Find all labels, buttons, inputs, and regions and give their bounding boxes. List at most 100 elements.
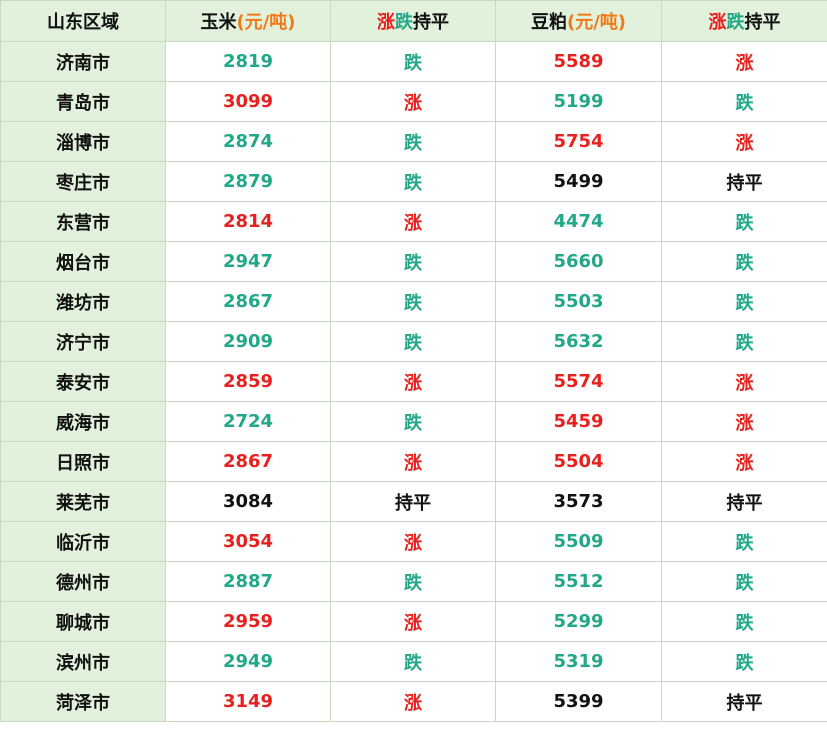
cell-corn-price: 2909 [165,321,331,362]
table-row: 菏泽市 3149 涨 5399 持平 [0,681,827,722]
header-corn-trend-up: 涨 [377,12,395,33]
cell-corn-trend: 涨 [330,81,496,122]
cell-corn-price: 2887 [165,561,331,602]
header-region-label: 山东区域 [47,12,119,33]
table-row: 潍坊市 2867 跌 5503 跌 [0,281,827,322]
table-row: 莱芜市 3084 持平 3573 持平 [0,481,827,522]
cell-meal-price: 5499 [495,161,662,202]
table-row: 烟台市 2947 跌 5660 跌 [0,241,827,282]
cell-meal-price: 5504 [495,441,662,482]
price-table: 山东区域 玉米(元/吨) 涨跌持平 豆粕(元/吨) 涨跌持平 济南市 2819 跌 5… [0,0,827,722]
cell-meal-trend: 涨 [661,121,827,162]
cell-city: 滨州市 [0,641,166,682]
cell-meal-price: 5589 [495,41,662,82]
cell-meal-price: 5509 [495,521,662,562]
table-row: 威海市 2724 跌 5459 涨 [0,401,827,442]
cell-meal-price: 4474 [495,201,662,242]
cell-meal-price: 5574 [495,361,662,402]
cell-corn-price: 2879 [165,161,331,202]
cell-meal-price: 5199 [495,81,662,122]
cell-meal-trend: 跌 [661,561,827,602]
cell-city: 济宁市 [0,321,166,362]
cell-meal-trend: 涨 [661,41,827,82]
table-row: 德州市 2887 跌 5512 跌 [0,561,827,602]
cell-corn-trend: 跌 [330,161,496,202]
cell-corn-trend: 涨 [330,601,496,642]
cell-corn-price: 3149 [165,681,331,722]
cell-city: 济南市 [0,41,166,82]
header-region: 山东区域 [0,0,166,42]
header-meal-price: 豆粕(元/吨) [495,0,662,42]
table-row: 滨州市 2949 跌 5319 跌 [0,641,827,682]
table-row: 枣庄市 2879 跌 5499 持平 [0,161,827,202]
cell-city: 日照市 [0,441,166,482]
cell-corn-trend: 涨 [330,521,496,562]
cell-corn-trend: 涨 [330,441,496,482]
cell-corn-trend: 跌 [330,641,496,682]
cell-corn-trend: 涨 [330,201,496,242]
cell-city: 潍坊市 [0,281,166,322]
cell-meal-price: 5632 [495,321,662,362]
cell-corn-trend: 跌 [330,321,496,362]
cell-meal-trend: 持平 [661,681,827,722]
cell-corn-trend: 跌 [330,121,496,162]
header-corn-price: 玉米(元/吨) [165,0,331,42]
cell-corn-price: 2947 [165,241,331,282]
table-row: 青岛市 3099 涨 5199 跌 [0,81,827,122]
header-meal-trend: 涨跌持平 [661,0,827,42]
cell-corn-price: 2867 [165,281,331,322]
cell-corn-price: 2814 [165,201,331,242]
cell-city: 威海市 [0,401,166,442]
cell-corn-price: 3084 [165,481,331,522]
cell-meal-trend: 持平 [661,161,827,202]
cell-meal-price: 5299 [495,601,662,642]
cell-city: 烟台市 [0,241,166,282]
cell-meal-trend: 跌 [661,321,827,362]
cell-meal-trend: 涨 [661,441,827,482]
header-corn-unit: (元/吨) [236,12,296,33]
header-corn-trend-flat: 持平 [413,12,449,33]
cell-corn-trend: 持平 [330,481,496,522]
table-row: 泰安市 2859 涨 5574 涨 [0,361,827,402]
cell-corn-trend: 涨 [330,361,496,402]
cell-meal-price: 5319 [495,641,662,682]
cell-corn-trend: 跌 [330,41,496,82]
cell-city: 德州市 [0,561,166,602]
cell-corn-trend: 涨 [330,681,496,722]
cell-meal-trend: 跌 [661,521,827,562]
cell-meal-trend: 跌 [661,601,827,642]
table-row: 临沂市 3054 涨 5509 跌 [0,521,827,562]
cell-corn-price: 2959 [165,601,331,642]
header-meal-name: 豆粕 [530,12,567,33]
cell-meal-price: 3573 [495,481,662,522]
cell-city: 莱芜市 [0,481,166,522]
cell-city: 临沂市 [0,521,166,562]
table-row: 聊城市 2959 涨 5299 跌 [0,601,827,642]
table-row: 日照市 2867 涨 5504 涨 [0,441,827,482]
table-body: 济南市 2819 跌 5589 涨青岛市 3099 涨 5199 跌淄博市 2874 跌 5754 涨枣… [0,41,827,722]
cell-corn-price: 2949 [165,641,331,682]
cell-meal-price: 5754 [495,121,662,162]
cell-corn-price: 3054 [165,521,331,562]
header-corn-trend: 涨跌持平 [330,0,496,42]
table-row: 济宁市 2909 跌 5632 跌 [0,321,827,362]
cell-meal-trend: 跌 [661,201,827,242]
cell-corn-price: 2867 [165,441,331,482]
table-row: 东营市 2814 涨 4474 跌 [0,201,827,242]
cell-meal-trend: 跌 [661,641,827,682]
cell-corn-trend: 跌 [330,281,496,322]
cell-city: 枣庄市 [0,161,166,202]
header-meal-trend-flat: 持平 [744,12,781,33]
table-row: 济南市 2819 跌 5589 涨 [0,41,827,82]
header-meal-unit: (元/吨) [566,12,627,33]
cell-corn-trend: 跌 [330,401,496,442]
cell-city: 淄博市 [0,121,166,162]
cell-meal-price: 5503 [495,281,662,322]
cell-meal-trend: 跌 [661,81,827,122]
cell-city: 菏泽市 [0,681,166,722]
header-row: 山东区域 玉米(元/吨) 涨跌持平 豆粕(元/吨) 涨跌持平 [0,0,827,42]
header-corn-trend-down: 跌 [395,12,413,33]
cell-corn-price: 2859 [165,361,331,402]
cell-corn-price: 2724 [165,401,331,442]
cell-meal-price: 5399 [495,681,662,722]
